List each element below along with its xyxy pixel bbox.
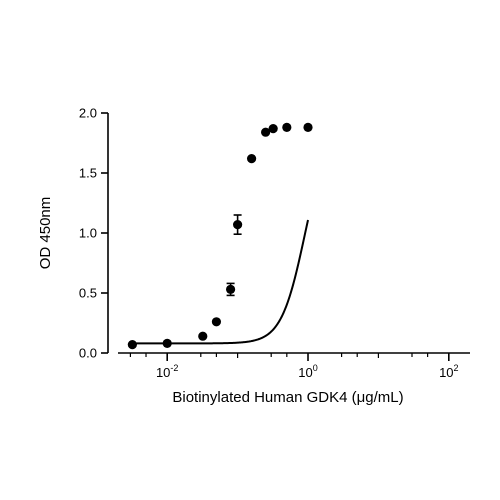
data-point (261, 127, 271, 137)
data-point (198, 331, 208, 341)
y-axis-title: OD 450nm (37, 197, 54, 270)
x-axis-title: Biotinylated Human GDK4 (μg/mL) (172, 389, 403, 406)
data-point (233, 220, 243, 230)
y-tick-label: 0.0 (79, 346, 97, 361)
x-tick-label: 102 (439, 363, 458, 380)
data-point (268, 124, 278, 134)
y-tick-label: 0.5 (79, 286, 97, 301)
data-point (211, 317, 222, 327)
data-point (303, 122, 313, 132)
data-point (246, 154, 257, 164)
fit-curve (132, 219, 309, 345)
data-point (127, 340, 137, 350)
data-point (162, 338, 172, 348)
x-tick-label: 100 (298, 363, 317, 380)
data-point (282, 122, 292, 132)
y-tick-label: 1.0 (79, 226, 97, 241)
x-axis: 10-2 100 102 (118, 352, 470, 380)
x-tick-label: 10-2 (156, 363, 178, 380)
y-axis: 0.0 0.5 1.0 1.5 2.0 (79, 106, 109, 361)
data-points (127, 122, 313, 350)
data-point (225, 284, 236, 294)
y-tick-label: 1.5 (79, 166, 97, 181)
y-tick-label: 2.0 (79, 106, 97, 121)
